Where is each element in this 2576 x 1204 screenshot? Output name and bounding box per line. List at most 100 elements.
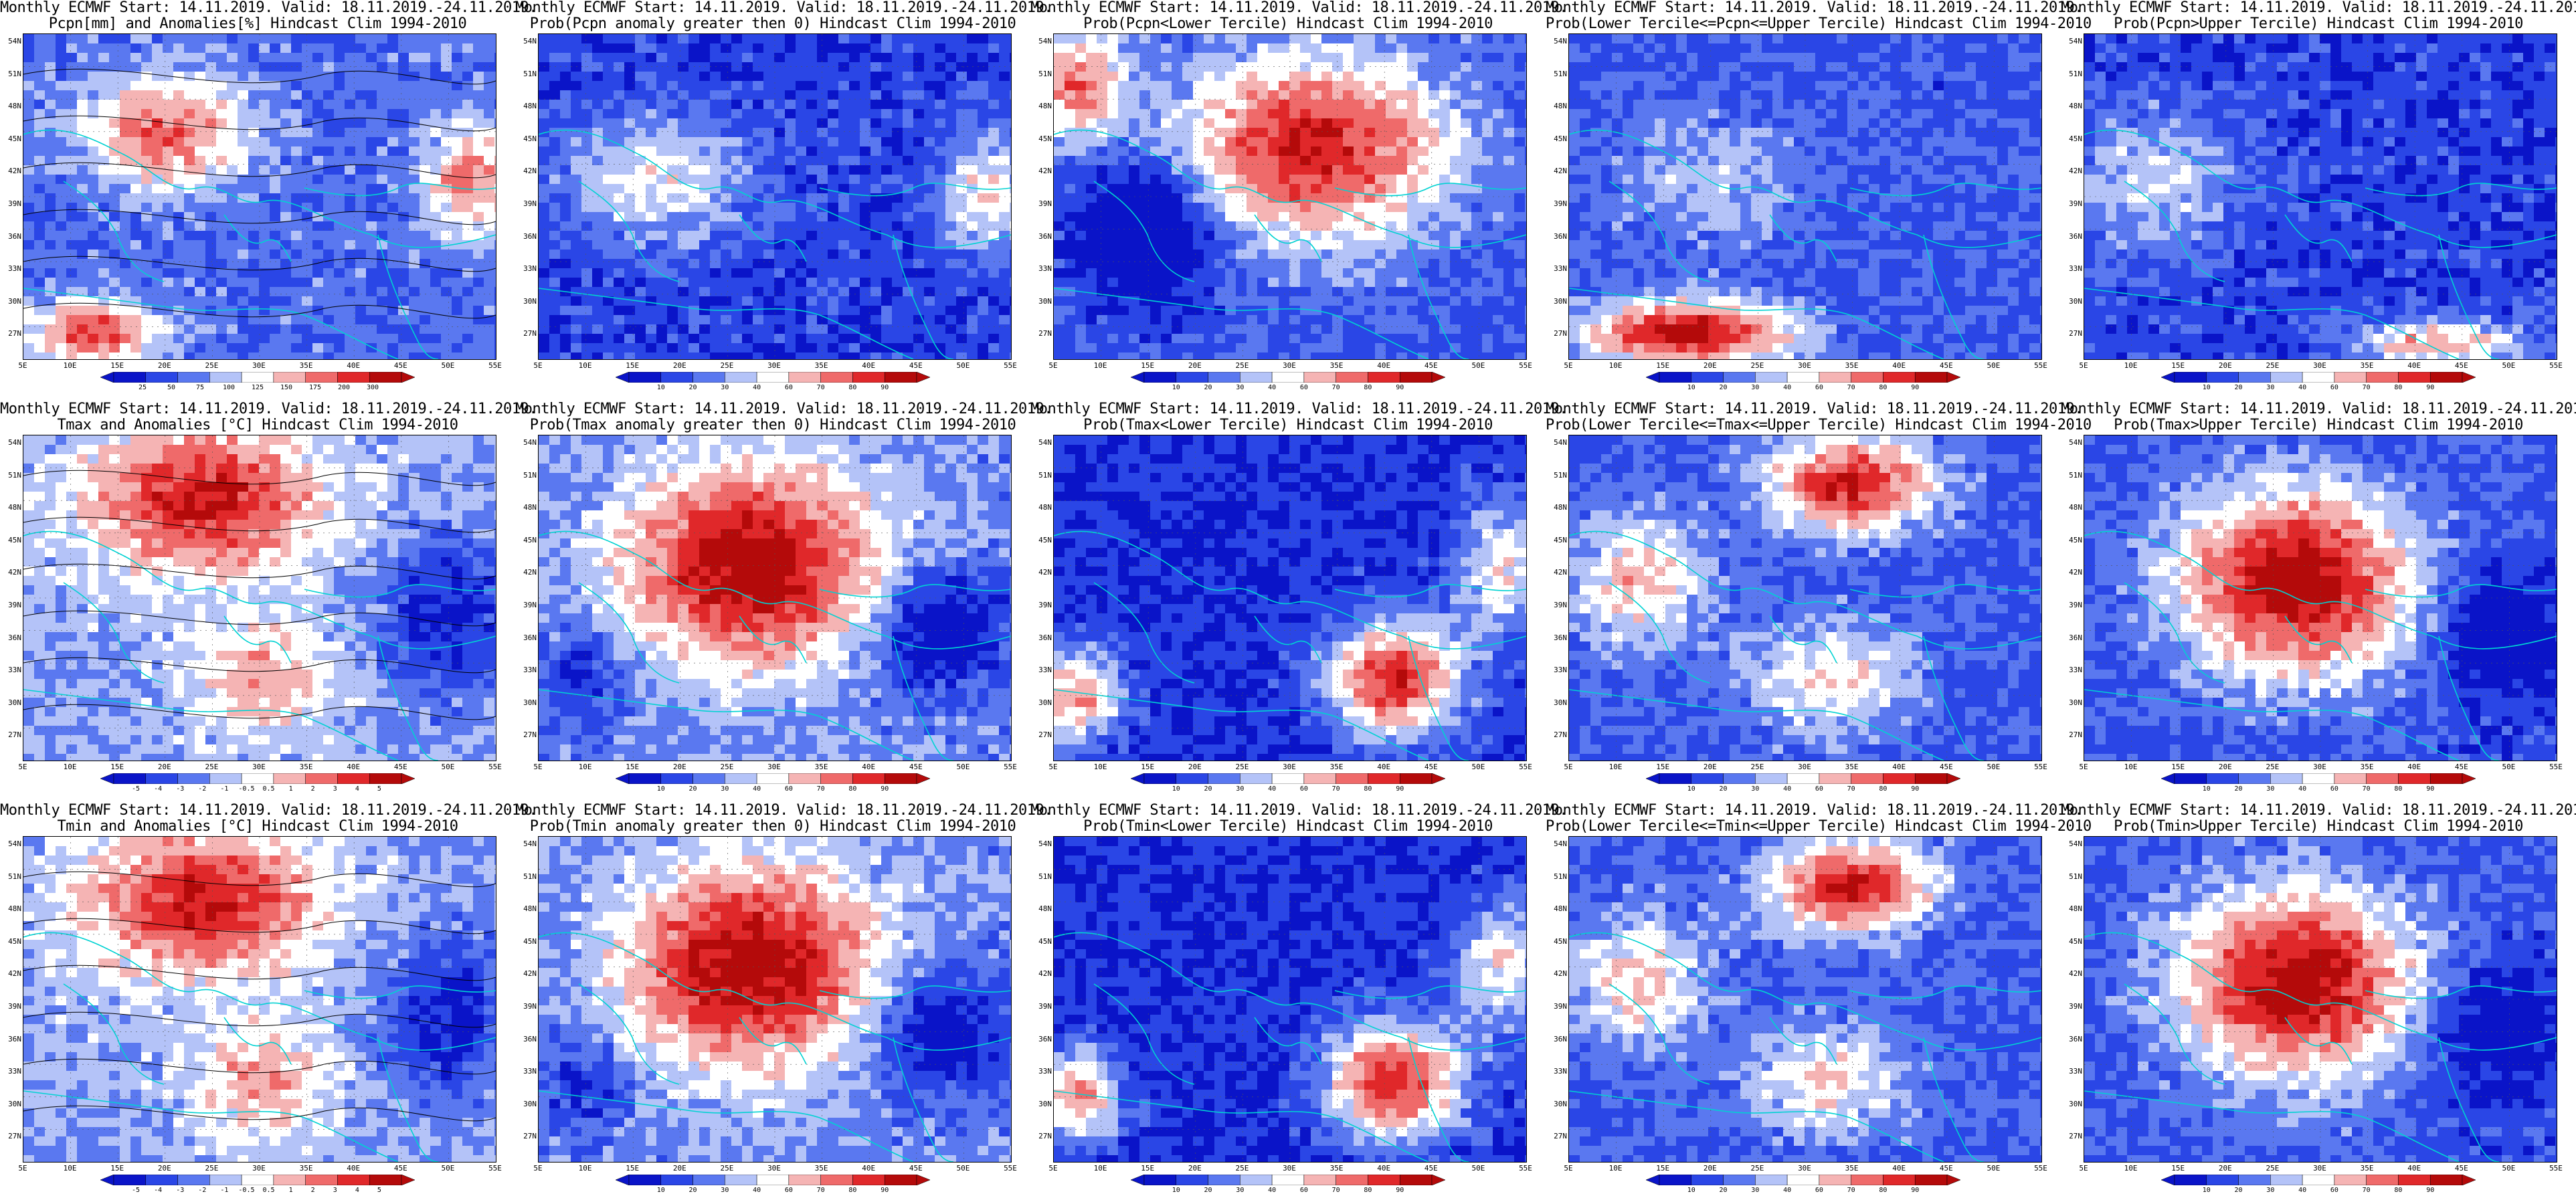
- colorbar-tick-label: 60: [1809, 384, 1829, 391]
- latitude-label: 48N: [1030, 904, 1052, 913]
- colorbar-tick-label: 150: [276, 384, 296, 391]
- colorbar: 10 20 30 40 60 70 80 90: [1131, 372, 1445, 396]
- latitude-label: 27N: [2061, 1132, 2082, 1140]
- colorbar-tick-label: 30: [715, 785, 735, 793]
- colorbar-swatch: [145, 1175, 178, 1185]
- colorbar-swatches: [1131, 372, 1445, 383]
- contour-line: [23, 162, 496, 179]
- colorbar-swatch: [1303, 773, 1336, 784]
- longitude-label: 50E: [949, 361, 976, 370]
- longitude-label: 15E: [104, 361, 130, 370]
- colorbar: 10 20 30 40 60 70 80 90: [1646, 372, 1960, 396]
- longitude-label: 55E: [997, 361, 1024, 370]
- coastline: [1608, 582, 1710, 684]
- shaded-field: [23, 837, 496, 1162]
- colorbar-tick-label: -5: [126, 1187, 146, 1194]
- latitude-label: 42N: [2061, 167, 2082, 175]
- longitude-label: 40E: [340, 763, 367, 771]
- longitude-label: 55E: [2027, 1164, 2054, 1173]
- longitude-label: 10E: [1602, 763, 1629, 771]
- longitude-label: 45E: [1418, 1164, 1445, 1173]
- latitude-label: 27N: [1546, 329, 1567, 338]
- latitude-label: 45N: [515, 134, 537, 143]
- map-area: [23, 435, 496, 761]
- latitude-label: 39N: [1030, 1002, 1052, 1011]
- colorbar-swatch: [2270, 372, 2303, 383]
- latitude-label: 30N: [2061, 698, 2082, 707]
- latitude-label: 39N: [2061, 1002, 2082, 1011]
- colorbar-tick-label: 90: [1390, 384, 1410, 391]
- longitude-label: 20E: [2212, 1164, 2239, 1173]
- colorbar-swatch: [1368, 1175, 1400, 1185]
- latitude-label: 27N: [515, 730, 537, 739]
- coastline: [539, 1090, 914, 1162]
- map-panel-tmax-2: Monthly ECMWF Start: 14.11.2019. Valid: …: [515, 401, 1052, 803]
- latitude-label: 27N: [1546, 730, 1567, 739]
- coastline: [1334, 183, 1526, 197]
- shaded-field: [2084, 34, 2557, 359]
- colorbar: 10 20 30 40 60 70 80 90: [616, 773, 930, 797]
- coastline: [1334, 985, 1526, 999]
- colorbar-swatch: [241, 372, 274, 383]
- coastline: [223, 615, 292, 664]
- latitude-label: 45N: [1030, 536, 1052, 544]
- colorbar-tick-label: -4: [148, 785, 168, 793]
- colorbar-tick-label: 1: [281, 785, 301, 793]
- latitude-label: 51N: [1546, 471, 1567, 480]
- coastline: [893, 234, 954, 359]
- coastline: [23, 288, 399, 359]
- longitude-label: 30E: [1276, 763, 1303, 771]
- longitude-label: 15E: [619, 763, 646, 771]
- latitude-label: 33N: [0, 264, 21, 273]
- latitude-label: 48N: [2061, 904, 2082, 913]
- latitude-label: 36N: [515, 633, 537, 642]
- longitude-label: 30E: [246, 1164, 272, 1173]
- colorbar-tick-label: 10: [651, 1187, 671, 1194]
- longitude-label: 15E: [2165, 361, 2191, 370]
- colorbar-swatch: [1851, 773, 1883, 784]
- colorbar-tick-label: 30: [715, 1187, 735, 1194]
- panel-title: Monthly ECMWF Start: 14.11.2019. Valid: …: [2061, 803, 2576, 835]
- colorbar-tick-label: 30: [715, 384, 735, 391]
- latitude-label: 45N: [2061, 536, 2082, 544]
- colorbar-tick-label: 175: [305, 384, 325, 391]
- longitude-label: 55E: [2543, 361, 2569, 370]
- latitude-label: 54N: [0, 839, 21, 848]
- colorbar-swatch: [2238, 1175, 2271, 1185]
- longitude-label: 25E: [1228, 1164, 1255, 1173]
- longitude-label: 35E: [293, 763, 320, 771]
- panel-title: Monthly ECMWF Start: 14.11.2019. Valid: …: [515, 0, 1052, 32]
- colorbar-tick-label: 100: [219, 384, 239, 391]
- longitude-label: 40E: [2401, 361, 2427, 370]
- colorbar-swatch: [852, 1175, 885, 1185]
- colorbar-swatches: [2161, 773, 2476, 784]
- latitude-label: 42N: [515, 167, 537, 175]
- colorbar-tick-label: 30: [1230, 785, 1250, 793]
- panel-title: Monthly ECMWF Start: 14.11.2019. Valid: …: [515, 803, 1052, 835]
- longitude-label: 30E: [246, 763, 272, 771]
- coastline: [1769, 615, 1837, 664]
- colorbar-swatch: [1755, 773, 1788, 784]
- longitude-label: 10E: [2118, 361, 2144, 370]
- colorbar-swatch: [2302, 1175, 2335, 1185]
- longitude-label: 50E: [2495, 763, 2522, 771]
- coastline: [223, 1017, 292, 1065]
- contour-line: [23, 209, 496, 225]
- map-panel-tmax-4: Monthly ECMWF Start: 14.11.2019. Valid: …: [1546, 401, 2092, 803]
- colorbar-tick-label: -3: [170, 785, 190, 793]
- panel-title: Monthly ECMWF Start: 14.11.2019. Valid: …: [2061, 0, 2576, 32]
- latitude-label: 36N: [1546, 633, 1567, 642]
- panel-title-line2: Prob(Lower Tercile<=Tmax<=Upper Tercile)…: [1546, 417, 2092, 433]
- panel-title: Monthly ECMWF Start: 14.11.2019. Valid: …: [515, 401, 1052, 433]
- longitude-label: 20E: [151, 361, 178, 370]
- longitude-label: 10E: [2118, 1164, 2144, 1173]
- longitude-label: 45E: [387, 361, 414, 370]
- latitude-label: 54N: [2061, 839, 2082, 848]
- latitude-label: 39N: [1030, 199, 1052, 208]
- colorbar-tick-label: 30: [1745, 384, 1765, 391]
- colorbar-tick-label: -2: [192, 1187, 212, 1194]
- latitude-label: 36N: [1546, 232, 1567, 241]
- latitude-label: 42N: [1030, 568, 1052, 577]
- longitude-label: 40E: [1370, 763, 1397, 771]
- colorbar-swatches: [2161, 372, 2476, 383]
